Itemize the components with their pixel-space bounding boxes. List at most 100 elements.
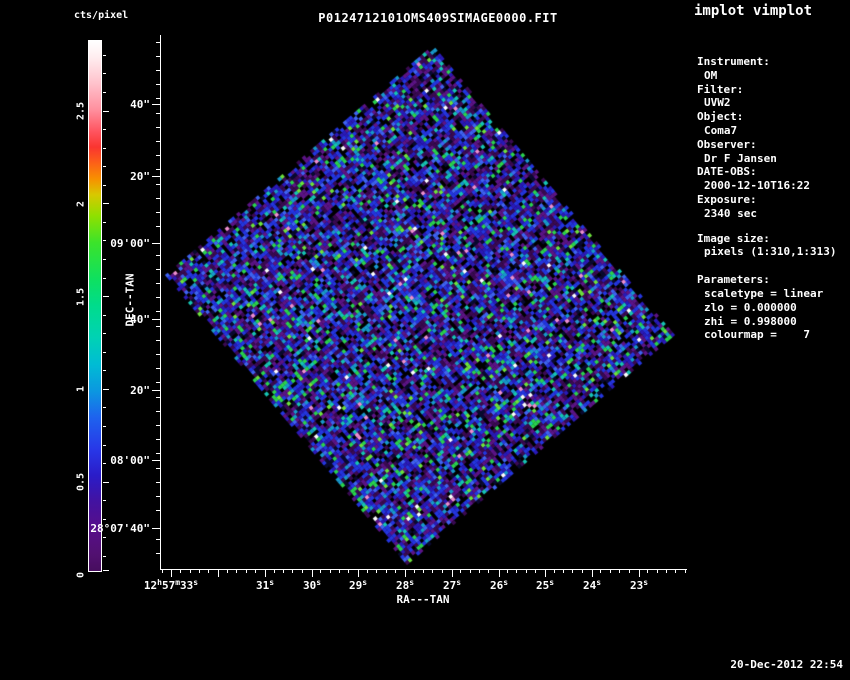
x-major-tick — [170, 569, 172, 577]
colorbar-minor-tick — [103, 277, 106, 279]
info-label: Image size: — [697, 231, 770, 245]
x-minor-tick — [581, 569, 583, 573]
x-minor-tick — [189, 569, 191, 573]
y-minor-tick — [156, 424, 160, 426]
x-minor-tick — [665, 569, 667, 573]
y-minor-tick — [156, 226, 160, 228]
x-minor-tick — [553, 569, 555, 573]
y-axis-title: DEC--TAN — [123, 273, 137, 327]
y-minor-tick — [156, 112, 160, 114]
colorbar-tick-label: 1.5 — [75, 287, 87, 306]
x-minor-tick — [273, 569, 275, 573]
x-minor-tick — [348, 569, 350, 573]
y-minor-tick — [156, 126, 160, 128]
y-tick-label: 08'00" — [110, 454, 150, 467]
y-minor-tick — [156, 538, 160, 540]
y-minor-tick — [156, 467, 160, 469]
info-label: Filter: — [697, 82, 744, 96]
info-label: Object: — [697, 110, 744, 124]
colorbar-minor-tick — [103, 444, 106, 446]
x-minor-tick — [656, 569, 658, 573]
x-minor-tick — [292, 569, 294, 573]
y-minor-tick — [156, 396, 160, 398]
x-minor-tick — [338, 569, 340, 573]
x-minor-tick — [572, 569, 574, 573]
colorbar-minor-tick — [103, 221, 106, 223]
x-minor-tick — [684, 569, 686, 573]
colorbar-tick-label: 0 — [75, 571, 87, 579]
info-group: Image size: pixels (1:310,1:313) — [697, 232, 836, 260]
x-minor-tick — [563, 569, 565, 573]
x-minor-tick — [395, 569, 396, 573]
x-tick-label: 24s — [582, 578, 602, 592]
x-minor-tick — [479, 569, 481, 573]
colorbar — [88, 40, 102, 572]
y-axis-line — [160, 35, 161, 570]
info-group: Parameters: scaletype = linear zlo = 0.000… — [697, 273, 836, 342]
info-value: Dr F Jansen — [704, 151, 777, 165]
x-minor-tick — [460, 569, 462, 573]
x-minor-tick — [366, 569, 368, 573]
colorbar-minor-tick — [103, 240, 106, 242]
x-tick-label: 23s — [629, 578, 649, 592]
x-minor-tick — [301, 569, 303, 573]
y-minor-tick — [156, 495, 160, 497]
y-minor-tick — [156, 453, 160, 455]
y-minor-tick — [156, 98, 160, 100]
y-tick-label: 28°07'40" — [90, 522, 150, 535]
colorbar-minor-tick — [103, 258, 106, 260]
x-minor-tick — [600, 569, 602, 573]
x-minor-tick — [441, 569, 443, 573]
info-panel: Instrument: OM Filter: UVW2 Object: Coma7 Obse… — [697, 55, 836, 342]
info-group: DATE-OBS: 2000-12-10T16:22 — [697, 165, 836, 193]
x-minor-tick — [469, 569, 471, 573]
x-minor-tick — [254, 569, 256, 573]
info-label: Observer: — [697, 137, 757, 151]
x-minor-tick — [245, 569, 247, 573]
y-minor-tick — [156, 268, 160, 270]
info-value: zlo = 0.000000 — [704, 300, 797, 314]
info-value: pixels (1:310,1:313) — [704, 245, 837, 259]
colorbar-major-tick — [103, 481, 109, 483]
colorbar-minor-tick — [103, 129, 106, 131]
y-minor-tick — [156, 282, 160, 284]
colorbar-tick-label: 2 — [75, 200, 87, 207]
colorbar-minor-tick — [103, 166, 106, 168]
y-minor-tick — [156, 197, 160, 199]
y-minor-tick — [156, 155, 160, 157]
x-tick-label: 25s — [535, 578, 555, 592]
y-major-tick — [152, 459, 160, 461]
y-major-tick — [152, 318, 160, 320]
colorbar-major-tick — [103, 388, 109, 390]
x-minor-tick — [488, 569, 490, 573]
y-major-tick — [152, 175, 160, 177]
x-major-tick — [638, 569, 640, 577]
x-major-tick — [311, 569, 313, 577]
y-major-tick — [152, 103, 160, 105]
y-minor-tick — [156, 325, 160, 327]
y-minor-tick — [156, 254, 160, 256]
info-value: Coma7 — [704, 123, 738, 137]
x-tick-label: 30s — [302, 578, 322, 592]
x-major-tick — [498, 569, 500, 577]
info-group: Object: Coma7 — [697, 110, 836, 138]
colorbar-minor-tick — [103, 407, 106, 409]
colorbar-minor-tick — [103, 555, 106, 557]
y-minor-tick — [156, 211, 160, 213]
colorbar-minor-tick — [103, 426, 106, 428]
y-minor-tick — [156, 410, 160, 412]
info-value: UVW2 — [704, 96, 731, 110]
colorbar-minor-tick — [103, 351, 106, 353]
x-major-tick — [404, 569, 406, 577]
x-major-tick — [217, 569, 219, 577]
y-minor-tick — [156, 439, 160, 441]
y-minor-tick — [156, 169, 160, 171]
y-tick-label: 40" — [130, 98, 150, 111]
colorbar-minor-tick — [103, 73, 106, 75]
y-tick-label: 20" — [130, 384, 150, 397]
x-major-tick — [357, 569, 359, 577]
colorbar-major-tick — [103, 110, 109, 112]
x-tick-label: 12h57m33s — [143, 578, 199, 592]
y-minor-tick — [156, 368, 160, 370]
